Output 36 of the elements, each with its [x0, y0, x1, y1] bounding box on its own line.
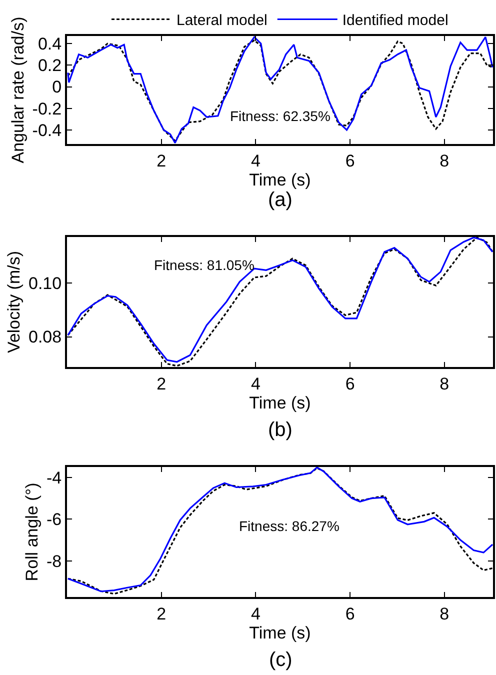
- y-tick-label: 0.08: [28, 328, 62, 347]
- x-tick-label: 6: [345, 604, 355, 624]
- x-tick-label: 4: [250, 151, 260, 170]
- x-tick-label: 8: [440, 604, 450, 624]
- y-tick-label: 0: [52, 78, 62, 97]
- text: (c): [269, 649, 292, 671]
- y-tick-label: -0.4: [32, 120, 62, 140]
- x-axis-title: Time (s): [249, 170, 311, 190]
- y-tick-label: -4: [46, 468, 62, 488]
- x-tick-label: 6: [345, 151, 355, 170]
- y-tick-label: 0.4: [38, 34, 62, 54]
- legend-label: Lateral model: [176, 12, 268, 30]
- text: (b): [268, 419, 292, 441]
- x-tick-label: 8: [440, 151, 450, 170]
- x-tick-label: 2: [156, 604, 166, 624]
- x-tick-label: 2: [156, 374, 166, 394]
- y-axis-title: Angular rate (rad/s): [8, 16, 28, 164]
- y-axis-title: Velocity (m/s): [4, 250, 24, 354]
- y-tick-label: -6: [46, 510, 62, 530]
- annotation: Fitness: 62.35%: [230, 108, 330, 124]
- y-axis-title: Roll angle (°): [22, 482, 42, 582]
- y-tick-label: -0.2: [32, 99, 62, 118]
- y-tick-label: 0.2: [38, 56, 62, 76]
- x-tick-label: 4: [250, 374, 260, 394]
- annotation: Fitness: 86.27%: [239, 518, 340, 534]
- legend-label: Identified model: [342, 12, 448, 30]
- text: (a): [268, 189, 292, 211]
- x-tick-label: 2: [156, 151, 166, 170]
- annotation: Fitness: 81.05%: [154, 257, 254, 273]
- x-tick-label: 8: [440, 374, 450, 394]
- y-tick-label: 0.10: [28, 274, 62, 293]
- x-tick-label: 4: [250, 604, 260, 624]
- x-tick-label: 6: [345, 374, 355, 394]
- y-tick-label: -8: [46, 552, 62, 571]
- x-axis-title: Time (s): [249, 623, 311, 642]
- x-axis-title: Time (s): [249, 393, 311, 412]
